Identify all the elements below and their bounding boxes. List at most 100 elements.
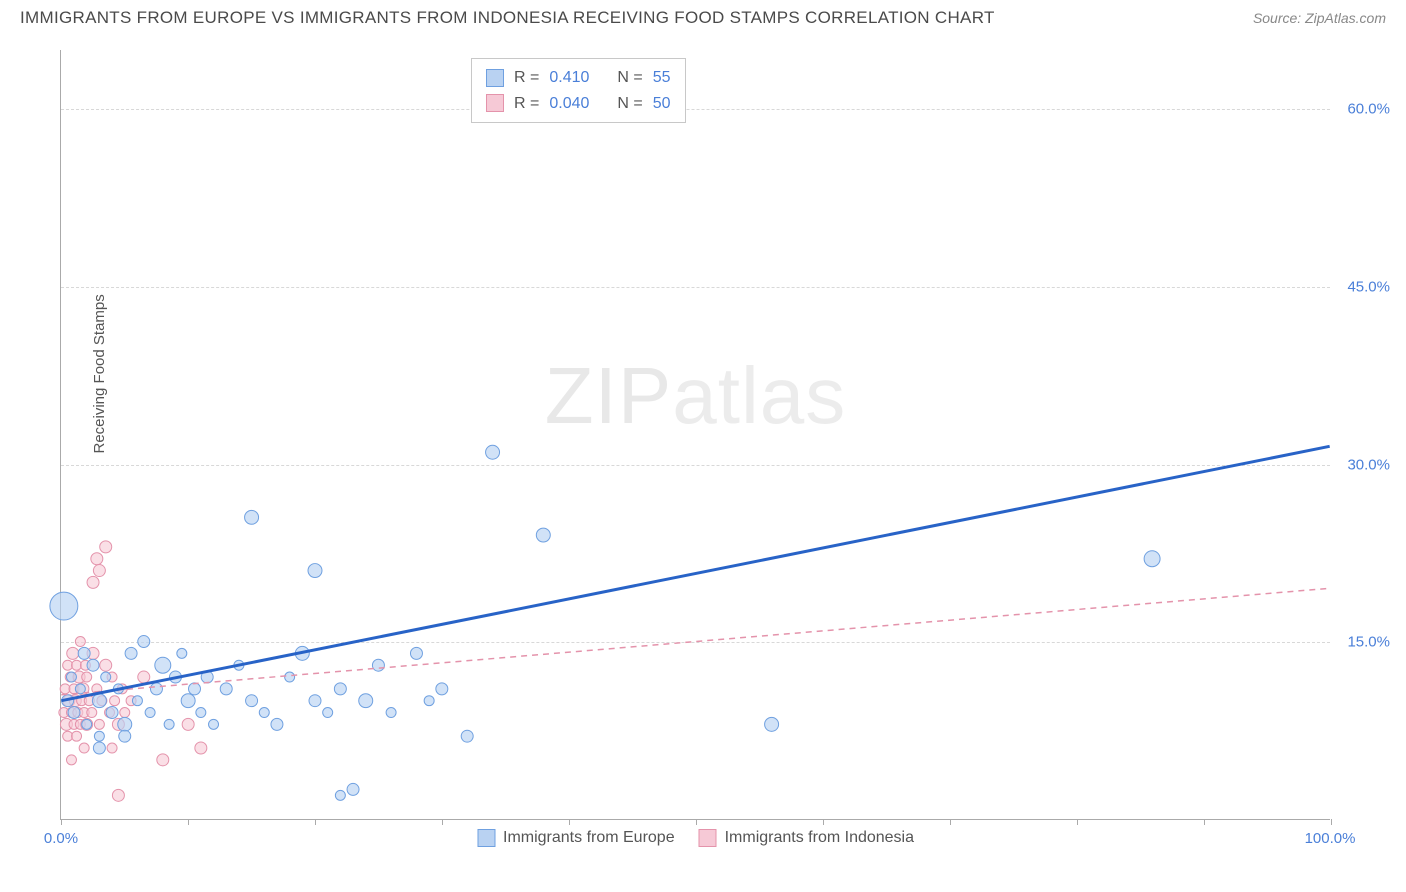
scatter-point-indonesia	[157, 754, 169, 766]
scatter-point-europe	[386, 708, 396, 718]
x-tick	[569, 819, 570, 825]
series-legend-indonesia: Immigrants from Indonesia	[699, 829, 914, 847]
y-tick-label: 60.0%	[1347, 101, 1390, 118]
chart-container: Receiving Food Stamps ZIPatlas 15.0%30.0…	[50, 40, 1380, 850]
scatter-point-europe	[309, 695, 321, 707]
scatter-point-europe	[410, 647, 422, 659]
scatter-point-indonesia	[100, 541, 112, 553]
scatter-point-europe	[271, 718, 283, 730]
scatter-point-europe	[461, 730, 473, 742]
scatter-point-indonesia	[82, 672, 92, 682]
scatter-point-europe	[138, 636, 150, 648]
series-legend-europe: Immigrants from Europe	[477, 829, 675, 847]
scatter-point-europe	[93, 742, 105, 754]
scatter-point-europe	[106, 707, 118, 719]
y-tick-label: 45.0%	[1347, 278, 1390, 295]
x-tick	[315, 819, 316, 825]
scatter-point-europe	[436, 683, 448, 695]
scatter-point-europe	[78, 647, 90, 659]
y-tick-label: 15.0%	[1347, 634, 1390, 651]
chart-title: IMMIGRANTS FROM EUROPE VS IMMIGRANTS FRO…	[20, 8, 995, 28]
scatter-point-indonesia	[112, 789, 124, 801]
x-tick	[1331, 819, 1332, 825]
scatter-point-europe	[347, 783, 359, 795]
legend-swatch-europe-icon	[477, 829, 495, 847]
scatter-point-indonesia	[110, 696, 120, 706]
series-legend: Immigrants from Europe Immigrants from I…	[477, 829, 914, 847]
x-tick	[950, 819, 951, 825]
x-tick	[823, 819, 824, 825]
x-tick	[61, 819, 62, 825]
scatter-point-europe	[87, 659, 99, 671]
scatter-point-indonesia	[93, 565, 105, 577]
scatter-point-indonesia	[91, 553, 103, 565]
x-tick	[442, 819, 443, 825]
scatter-point-indonesia	[107, 743, 117, 753]
scatter-point-indonesia	[72, 731, 82, 741]
scatter-point-europe	[189, 683, 201, 695]
scatter-point-indonesia	[67, 647, 79, 659]
scatter-point-europe	[181, 694, 195, 708]
scatter-point-europe	[285, 672, 295, 682]
scatter-point-europe	[92, 694, 106, 708]
scatter-point-europe	[245, 510, 259, 524]
scatter-point-indonesia	[120, 708, 130, 718]
scatter-svg	[61, 50, 1330, 819]
plot-area: ZIPatlas 15.0%30.0%45.0%60.0% 0.0% 100.0…	[60, 50, 1330, 820]
scatter-point-europe	[155, 657, 171, 673]
scatter-point-indonesia	[195, 742, 207, 754]
x-tick	[1077, 819, 1078, 825]
y-tick-label: 30.0%	[1347, 456, 1390, 473]
scatter-point-indonesia	[138, 671, 150, 683]
scatter-point-europe	[1144, 551, 1160, 567]
scatter-point-europe	[486, 445, 500, 459]
scatter-point-europe	[164, 719, 174, 729]
scatter-point-europe	[177, 648, 187, 658]
scatter-point-indonesia	[66, 755, 76, 765]
scatter-point-europe	[209, 719, 219, 729]
scatter-point-europe	[118, 717, 132, 731]
scatter-point-europe	[372, 659, 384, 671]
legend-swatch-indonesia-icon	[699, 829, 717, 847]
chart-source: Source: ZipAtlas.com	[1253, 10, 1386, 26]
x-axis-label-right: 100.0%	[1305, 830, 1356, 847]
series-legend-europe-label: Immigrants from Europe	[503, 829, 675, 847]
scatter-point-europe	[359, 694, 373, 708]
scatter-point-europe	[132, 696, 142, 706]
scatter-point-europe	[150, 683, 162, 695]
scatter-point-europe	[424, 696, 434, 706]
trend-line-europe	[61, 446, 1329, 700]
scatter-point-europe	[50, 592, 78, 620]
scatter-point-europe	[308, 564, 322, 578]
scatter-point-indonesia	[182, 718, 194, 730]
scatter-point-indonesia	[75, 637, 85, 647]
scatter-point-indonesia	[94, 719, 104, 729]
scatter-point-europe	[101, 672, 111, 682]
x-axis-label-left: 0.0%	[44, 830, 78, 847]
scatter-point-europe	[82, 719, 92, 729]
trend-line-indonesia	[61, 588, 1329, 694]
scatter-point-europe	[196, 708, 206, 718]
scatter-point-europe	[765, 717, 779, 731]
scatter-point-europe	[335, 790, 345, 800]
scatter-point-europe	[246, 695, 258, 707]
scatter-point-indonesia	[87, 708, 97, 718]
scatter-point-indonesia	[87, 576, 99, 588]
scatter-point-europe	[68, 707, 80, 719]
scatter-point-indonesia	[100, 659, 112, 671]
scatter-point-europe	[66, 672, 76, 682]
scatter-point-europe	[94, 731, 104, 741]
series-legend-indonesia-label: Immigrants from Indonesia	[725, 829, 914, 847]
scatter-point-europe	[145, 708, 155, 718]
scatter-point-europe	[334, 683, 346, 695]
scatter-point-indonesia	[79, 743, 89, 753]
scatter-point-europe	[536, 528, 550, 542]
chart-header: IMMIGRANTS FROM EUROPE VS IMMIGRANTS FRO…	[0, 0, 1406, 32]
scatter-point-europe	[119, 730, 131, 742]
scatter-point-europe	[259, 708, 269, 718]
scatter-point-europe	[125, 647, 137, 659]
scatter-point-europe	[220, 683, 232, 695]
scatter-point-europe	[323, 708, 333, 718]
x-tick	[1204, 819, 1205, 825]
x-tick	[696, 819, 697, 825]
